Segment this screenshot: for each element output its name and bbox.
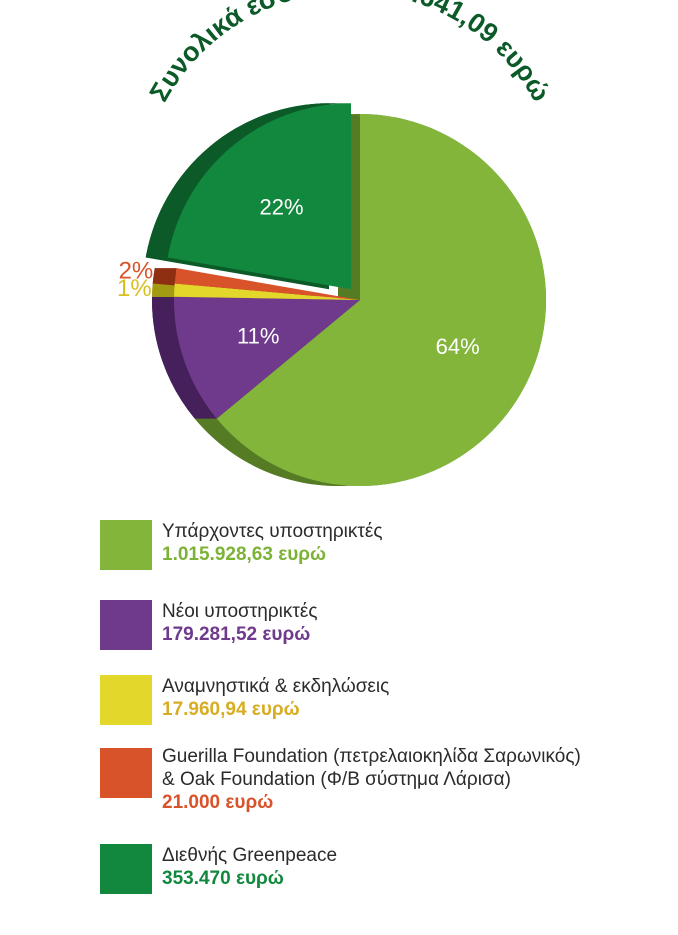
legend-label: Αναμνηστικά & εκδηλώσεις [162, 676, 390, 697]
slice-4-percent-label: 22% [260, 195, 304, 220]
chart-title-text: Συνολικά έσοδα: 1.587.641,09 ευρώ [144, 0, 557, 106]
slice-4-top [167, 103, 351, 290]
legend-value: 17.960,94 ευρώ [162, 699, 300, 720]
slice-0-percent-label: 64% [436, 334, 480, 359]
pie-label-layer: 64% 11% 1%2% 22% [117, 195, 480, 359]
legend-swatch [100, 675, 152, 725]
legend-value: 179.281,52 ευρώ [162, 624, 311, 645]
slice-3-percent-label: 2% [119, 258, 154, 285]
legend-value: 1.015.928,63 ευρώ [162, 544, 327, 565]
pie-chart: 64% 11% 1%2% 22% Συνολικά έσοδα: 1.587.641,… [117, 0, 557, 487]
legend-swatch [100, 844, 152, 894]
legend-label: Νέοι υποστηρικτές [162, 601, 318, 622]
slice-0-top [216, 114, 546, 486]
legend-label: Guerilla Foundation (πετρελαιοκηλίδα Σαρ… [162, 746, 581, 790]
legend-swatch [100, 600, 152, 650]
slice-1-percent-label: 11% [237, 324, 279, 349]
legend-text: Αναμνηστικά & εκδηλώσεις 17.960,94 ευρώ [162, 675, 662, 721]
legend-swatch [100, 748, 152, 798]
legend-label: Υπάρχοντες υποστηρικτές [162, 521, 383, 542]
legend-value: 21.000 ευρώ [162, 792, 274, 813]
legend-text: Νέοι υποστηρικτές 179.281,52 ευρώ [162, 600, 662, 646]
legend-text: Διεθνής Greenpeace 353.470 ευρώ [162, 844, 662, 890]
slice-2-top [174, 283, 360, 300]
legend-text: Υπάρχοντες υποστηρικτές 1.015.928,63 ευρ… [162, 520, 662, 566]
legend-swatch [100, 520, 152, 570]
legend-value: 353.470 ευρώ [162, 868, 284, 889]
chart-title: Συνολικά έσοδα: 1.587.641,09 ευρώ [144, 0, 557, 106]
legend-text: Guerilla Foundation (πετρελαιοκηλίδα Σαρ… [162, 745, 662, 814]
pie-top-layer [167, 103, 546, 486]
slice-1-top [174, 296, 360, 419]
slice-2-percent-label: 1% [117, 275, 152, 302]
legend-label: Διεθνής Greenpeace [162, 845, 338, 866]
slice-3-top [174, 268, 360, 300]
